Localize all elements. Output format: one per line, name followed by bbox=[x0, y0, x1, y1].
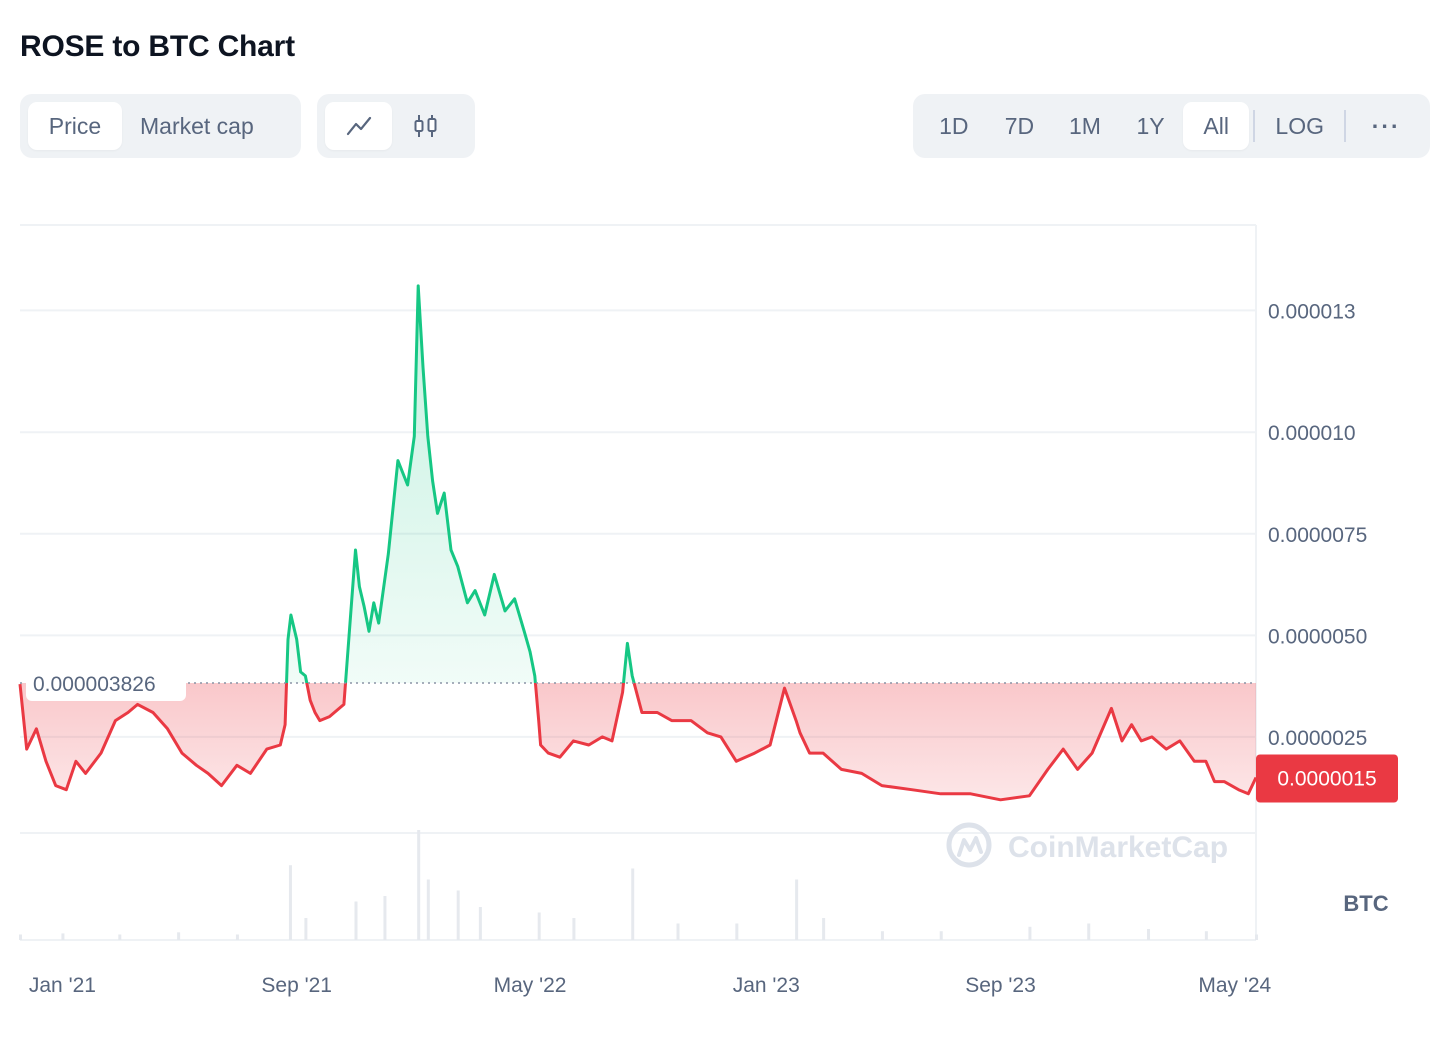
volume-bar bbox=[822, 918, 826, 940]
volume-bar bbox=[288, 865, 292, 940]
volume-bar bbox=[1204, 931, 1208, 940]
y-tick-label: 0.000010 bbox=[1268, 422, 1356, 445]
volume-bar bbox=[19, 934, 22, 940]
price-area-below-baseline bbox=[20, 683, 1256, 800]
volume-bar bbox=[795, 879, 799, 940]
volume-bar bbox=[478, 907, 482, 940]
x-tick-label: May '22 bbox=[494, 974, 567, 997]
tab-price[interactable]: Price bbox=[28, 102, 122, 150]
line-view-button[interactable] bbox=[325, 102, 392, 150]
volume-bar bbox=[1028, 926, 1032, 940]
y-tick-label: 0.0000075 bbox=[1268, 524, 1367, 547]
volume-bar bbox=[939, 931, 943, 940]
line-chart-icon bbox=[346, 116, 371, 136]
volume-bar bbox=[61, 933, 65, 940]
y-tick-label: 0.000013 bbox=[1268, 300, 1356, 323]
chart-type-switch: Price Market cap bbox=[20, 94, 301, 158]
volume-bar bbox=[354, 901, 358, 940]
x-tick-label: May '24 bbox=[1198, 974, 1271, 997]
range-7d-button[interactable]: 7D bbox=[1004, 112, 1035, 139]
volume-bar bbox=[456, 890, 460, 940]
x-tick-label: Jan '21 bbox=[29, 974, 96, 997]
price-line-up bbox=[285, 284, 636, 684]
volume-bar bbox=[735, 923, 739, 940]
volume-bar bbox=[177, 932, 181, 940]
current-price-tag bbox=[1256, 754, 1398, 803]
volume-bar bbox=[383, 896, 387, 940]
y-tick-label: 0.0000050 bbox=[1268, 625, 1367, 648]
candlestick-view-button[interactable] bbox=[392, 102, 459, 150]
time-range-switch: 1D 7D 1M 1Y All LOG ··· bbox=[913, 94, 1430, 158]
page-title: ROSE to BTC Chart bbox=[20, 30, 295, 63]
volume-bar bbox=[118, 934, 122, 940]
chart-view-switch bbox=[317, 94, 475, 158]
range-1y-button[interactable]: 1Y bbox=[1136, 112, 1165, 139]
volume-bar bbox=[417, 830, 421, 940]
range-all-button[interactable]: All bbox=[1183, 102, 1249, 150]
coinmarketcap-logo-mark bbox=[957, 836, 983, 857]
volume-bar bbox=[1255, 934, 1258, 940]
volume-bar bbox=[572, 918, 576, 940]
coinmarketcap-logo-icon bbox=[946, 822, 992, 868]
range-1m-button[interactable]: 1M bbox=[1069, 112, 1101, 139]
volume-bar bbox=[1087, 923, 1091, 940]
volume-bar bbox=[304, 918, 308, 940]
baseline-label: 0.000003826 bbox=[33, 673, 156, 696]
volume-bar bbox=[676, 923, 680, 940]
range-1d-button[interactable]: 1D bbox=[939, 112, 969, 139]
tab-market-cap[interactable]: Market cap bbox=[140, 112, 254, 139]
x-tick-label: Sep '21 bbox=[261, 974, 332, 997]
volume-bar bbox=[880, 931, 884, 940]
currency-label: BTC bbox=[1343, 891, 1388, 916]
toolbar-divider bbox=[1344, 110, 1347, 142]
x-tick-label: Sep '23 bbox=[965, 974, 1036, 997]
volume-bar bbox=[537, 912, 541, 940]
more-options-button[interactable]: ··· bbox=[1371, 112, 1401, 139]
y-tick-label: 0.0000025 bbox=[1268, 727, 1367, 750]
candlestick-icon bbox=[414, 115, 436, 137]
log-scale-button[interactable]: LOG bbox=[1275, 112, 1324, 139]
volume-bar bbox=[1147, 929, 1151, 940]
watermark-text: CoinMarketCap bbox=[1008, 831, 1228, 864]
baseline-label-bg bbox=[26, 667, 186, 702]
volume-bar bbox=[235, 934, 239, 940]
volume-bar bbox=[426, 879, 430, 940]
current-price-label: 0.0000015 bbox=[1277, 768, 1376, 791]
toolbar-divider bbox=[1252, 110, 1255, 142]
volume-bar bbox=[631, 868, 635, 940]
price-line-down bbox=[18, 683, 1258, 802]
x-tick-label: Jan '23 bbox=[733, 974, 800, 997]
